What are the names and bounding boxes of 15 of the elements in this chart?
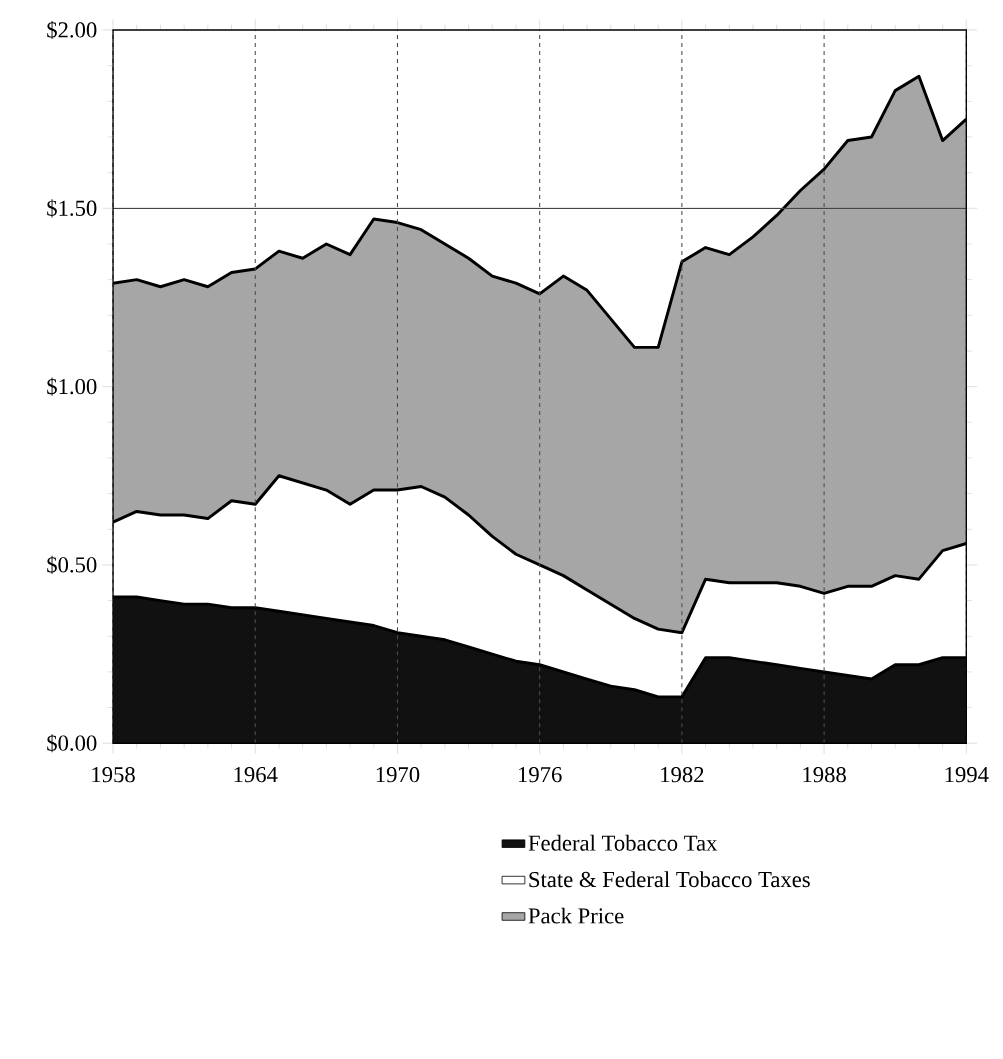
y-tick-label: $1.00	[47, 377, 97, 396]
x-tick-label: 1988	[803, 767, 846, 783]
y-tick-label: $2.00	[47, 20, 97, 40]
legend-label: Federal Tobacco Tax	[528, 834, 718, 851]
x-tick-label: 1964	[234, 767, 278, 783]
x-tick-label: 1970	[376, 767, 420, 783]
legend-label: Pack Price	[528, 907, 624, 924]
y-tick-label: $1.50	[47, 199, 97, 218]
x-tick-label: 1982	[661, 767, 704, 783]
y-tick-label: $0.00	[47, 734, 97, 753]
y-tick-label: $0.50	[47, 555, 97, 574]
x-tick-label: 1994	[945, 767, 989, 783]
x-tick-label: 1958	[92, 767, 135, 783]
x-tick-label: 1976	[518, 767, 562, 783]
legend-label: State & Federal Tobacco Taxes	[529, 871, 810, 888]
